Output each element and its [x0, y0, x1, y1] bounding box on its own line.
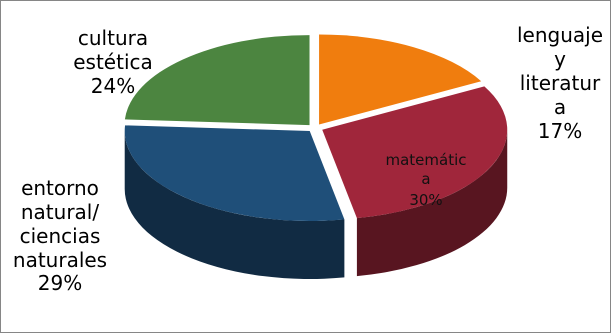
slice-label-3: cultura estética	[73, 26, 153, 74]
slice-label-1: matemátic a	[385, 151, 466, 188]
pie-slice-side-1	[356, 129, 508, 277]
pie-slice-3	[124, 35, 310, 126]
slice-percent-0: 17%	[538, 119, 582, 143]
slice-percent-3: 24%	[91, 74, 135, 98]
slice-label-0: lenguaje y literatur a	[517, 23, 603, 119]
slice-label-2: entorno natural/ciencias naturales	[13, 176, 107, 272]
slice-percent-1: 30%	[409, 191, 442, 209]
pie-slice-0	[319, 34, 482, 125]
pie-slice-1	[322, 86, 508, 219]
slice-label-line: naturales	[13, 248, 107, 272]
pie-slice-2	[124, 125, 345, 222]
slice-label-line: lenguaje	[517, 23, 603, 47]
pie-slice-side-2	[124, 131, 345, 280]
slice-label-line: estética	[73, 50, 153, 74]
slice-label-line: a	[421, 170, 430, 188]
slice-label-line: cultura	[78, 26, 148, 50]
slice-percent-2: 29%	[38, 271, 82, 295]
pie-labels: lenguaje y literatur a17%matemátic a30%entor…	[13, 23, 603, 295]
slice-label-line: natural/	[21, 200, 99, 224]
slice-label-line: matemátic	[385, 151, 466, 169]
pie-tops	[124, 34, 508, 222]
pie-sides	[124, 129, 508, 280]
slice-label-line: y	[554, 47, 566, 71]
slice-label-line: entorno	[21, 176, 99, 200]
slice-label-line: ciencias	[20, 224, 101, 248]
slice-label-line: literatur	[520, 71, 601, 95]
slice-label-line: a	[554, 95, 566, 119]
